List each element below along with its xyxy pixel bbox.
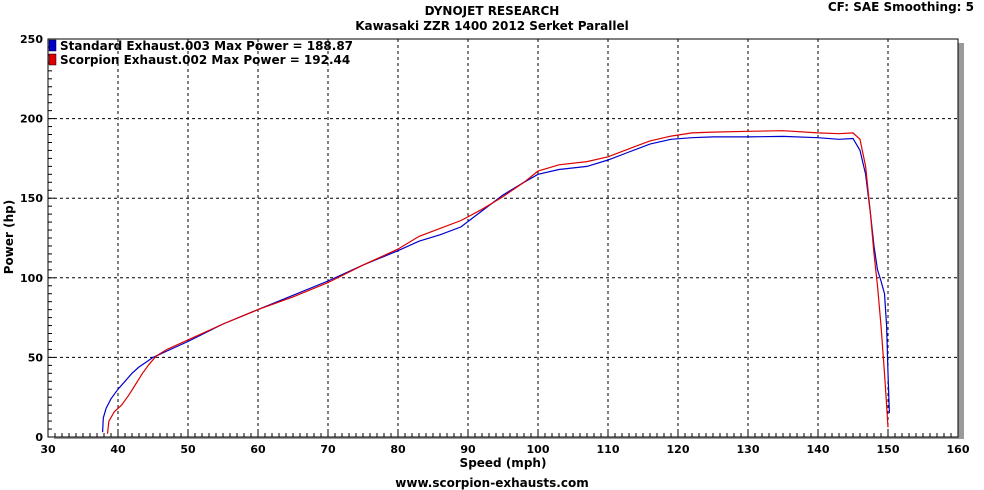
y-tick-label: 100 (20, 272, 43, 285)
x-tick-label: 140 (807, 443, 830, 456)
y-tick-label: 50 (28, 351, 44, 364)
x-tick-label: 130 (737, 443, 760, 456)
plot-area (47, 38, 959, 438)
x-tick-label: 150 (877, 443, 900, 456)
x-tick-label: 80 (390, 443, 406, 456)
footer-url: www.scorpion-exhausts.com (395, 476, 589, 490)
y-tick-label: 150 (20, 192, 43, 205)
gridlines (48, 39, 958, 437)
x-tick-label: 70 (320, 443, 336, 456)
x-axis-label: Speed (mph) (460, 456, 547, 470)
legend-entry-1: Standard Exhaust.003 Max Power = 188.87 (60, 39, 353, 53)
y-tick-labels: 0 50 100 150 200 250 (20, 33, 43, 444)
series-line-1 (102, 135, 890, 433)
x-tick-label: 90 (460, 443, 476, 456)
y-tick-label: 250 (20, 33, 43, 46)
x-tick-label: 160 (947, 443, 970, 456)
minor-ticks (47, 38, 959, 438)
x-tick-label: 50 (180, 443, 196, 456)
legend: Standard Exhaust.003 Max Power = 188.87S… (48, 39, 353, 67)
legend-swatch-2 (48, 53, 57, 66)
y-axis-label: Power (hp) (2, 200, 16, 274)
x-tick-label: 110 (597, 443, 620, 456)
chart-title: DYNOJET RESEARCH (424, 4, 560, 18)
legend-entry-2: Scorpion Exhaust.002 Max Power = 192.44 (60, 53, 350, 67)
x-tick-label: 60 (250, 443, 266, 456)
x-tick-label: 120 (667, 443, 690, 456)
y-tick-label: 200 (20, 113, 43, 126)
settings-readout: CF: SAE Smoothing: 5 (827, 0, 974, 14)
chart-subtitle: Kawasaki ZZR 1400 2012 Serket Parallel (355, 19, 629, 33)
power-chart: 30 40 50 60 70 80 90 100 110 120 130 140 150 160 0 50 1… (2, 33, 970, 470)
series-lines (102, 130, 890, 434)
y-tick-label: 0 (35, 431, 43, 444)
series-line-2 (106, 130, 889, 434)
x-tick-label: 40 (110, 443, 126, 456)
x-tick-label: 30 (40, 443, 56, 456)
legend-swatch-1 (48, 39, 57, 52)
x-tick-labels: 30 40 50 60 70 80 90 100 110 120 130 140 150 160 (40, 443, 969, 456)
x-tick-label: 100 (527, 443, 550, 456)
